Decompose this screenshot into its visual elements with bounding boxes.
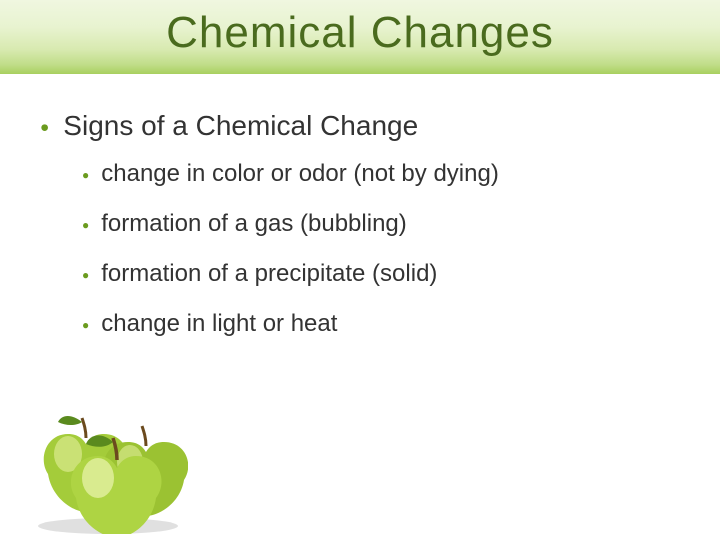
list-item-text: formation of a precipitate (solid) (101, 260, 437, 288)
slide-body: ● Signs of a Chemical Change ● change in… (40, 110, 680, 360)
list-item: ● formation of a precipitate (solid) (82, 260, 680, 288)
slide-title: Chemical Changes (0, 8, 720, 58)
list-item: ● change in light or heat (82, 310, 680, 338)
bullet-icon: ● (82, 218, 89, 232)
bullet-icon: ● (40, 119, 49, 137)
heading-line: ● Signs of a Chemical Change (40, 110, 680, 142)
bullet-icon: ● (82, 318, 89, 332)
apples-icon (28, 404, 188, 534)
slide: Chemical Changes ● Signs of a Chemical C… (0, 0, 720, 540)
list-item: ● formation of a gas (bubbling) (82, 210, 680, 238)
bullet-icon: ● (82, 168, 89, 182)
list-item-text: change in light or heat (101, 310, 337, 338)
list-item: ● change in color or odor (not by dying) (82, 160, 680, 188)
bullet-icon: ● (82, 268, 89, 282)
list-item-text: formation of a gas (bubbling) (101, 210, 407, 238)
list-item-text: change in color or odor (not by dying) (101, 160, 499, 188)
heading-text: Signs of a Chemical Change (63, 110, 418, 142)
